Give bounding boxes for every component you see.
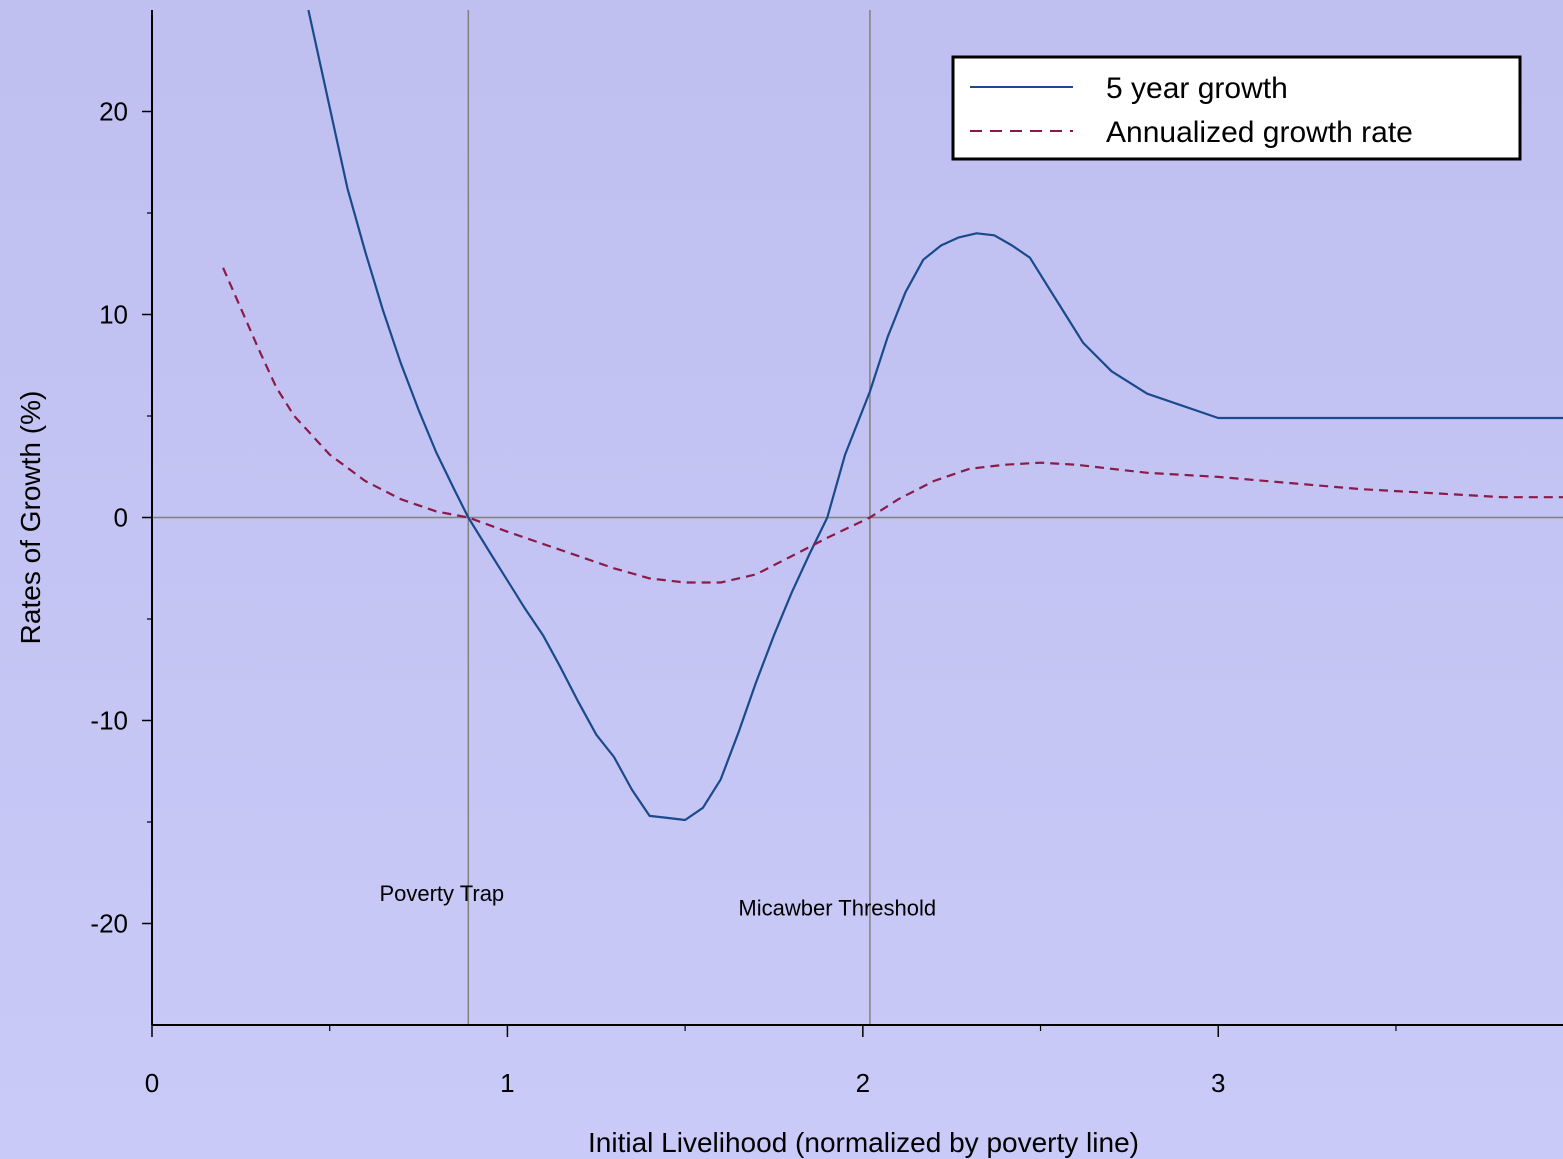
annotation-poverty-trap: Poverty Trap (379, 881, 504, 906)
annotation-micawber-threshold: Micawber Threshold (738, 895, 936, 920)
reference-lines (152, 10, 1563, 1025)
axes: -20 -10 0 10 20 0 1 2 3 (90, 10, 1563, 1098)
legend-label-annualized-growth-rate: Annualized growth rate (1106, 116, 1413, 149)
y-tick-label: 10 (99, 300, 128, 330)
x-axis-title: Initial Livelihood (normalized by povert… (588, 1127, 1139, 1158)
series-line-1 (222, 267, 1563, 584)
y-tick-label: 20 (99, 97, 128, 127)
x-tick-label: 0 (145, 1068, 159, 1098)
x-tick-label: 3 (1211, 1068, 1225, 1098)
legend-label-5-year-growth: 5 year growth (1106, 72, 1288, 105)
x-tick-label: 2 (856, 1068, 870, 1098)
y-tick-label: -10 (90, 706, 128, 736)
y-tick-label: 0 (114, 503, 128, 533)
axis-labels: Initial Livelihood (normalized by povert… (15, 391, 1139, 1158)
legend-box (951, 55, 1522, 161)
series-lines (222, 10, 1563, 822)
y-tick-label: -20 (90, 909, 128, 939)
annotations: Poverty Trap Micawber Threshold (379, 881, 936, 920)
legend: 5 year growth Annualized growth rate (951, 55, 1522, 161)
series-line-0 (307, 10, 1563, 822)
y-axis-title: Rates of Growth (%) (15, 391, 46, 645)
x-tick-label: 1 (500, 1068, 514, 1098)
